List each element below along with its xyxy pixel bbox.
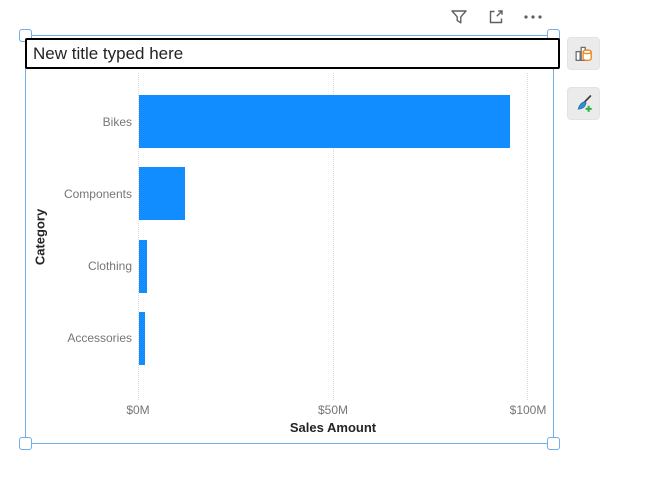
x-tick-label: $50M <box>317 403 349 417</box>
category-axis-labels: Bikes Components Clothing Accessories <box>28 73 132 400</box>
selection-border-right <box>553 35 554 444</box>
gridline <box>138 73 139 400</box>
selection-border-left <box>25 35 26 444</box>
category-label-accessories: Accessories <box>67 331 132 346</box>
category-label-components: Components <box>63 186 132 201</box>
x-tick-label: $0M <box>126 403 150 417</box>
selection-border-bottom <box>25 443 554 444</box>
gridline <box>333 73 334 400</box>
funnel-glyph <box>451 10 467 24</box>
focus-mode-icon[interactable] <box>485 6 507 28</box>
visual-type-button[interactable] <box>567 37 600 70</box>
visual-header-toolbar <box>448 6 544 28</box>
paintbrush-add-icon <box>577 95 592 112</box>
selection-border-top <box>25 35 554 36</box>
category-label-clothing: Clothing <box>87 259 132 274</box>
x-tick-label: $100M <box>509 403 547 417</box>
category-label-bikes: Bikes <box>102 114 132 129</box>
bar-chart-plot-area <box>138 73 528 400</box>
bar-components[interactable] <box>139 167 186 221</box>
resize-handle-bottom-right[interactable] <box>547 437 560 450</box>
bar-chart-with-data-icon <box>575 46 592 62</box>
x-axis-title: Sales Amount <box>289 420 377 435</box>
gridline <box>527 73 528 400</box>
bar-accessories[interactable] <box>139 311 145 365</box>
filter-icon[interactable] <box>448 6 470 28</box>
bar-bikes[interactable] <box>139 95 510 148</box>
visual-title-input[interactable] <box>25 38 560 69</box>
focus-mode-glyph <box>489 10 503 24</box>
more-options-icon[interactable] <box>522 6 544 28</box>
format-visual-button[interactable] <box>567 87 600 120</box>
ellipsis-glyph <box>524 15 542 19</box>
bar-clothing[interactable] <box>139 239 148 293</box>
x-axis-tick-labels: $0M $50M $100M <box>126 403 546 417</box>
resize-handle-bottom-left[interactable] <box>19 437 32 450</box>
